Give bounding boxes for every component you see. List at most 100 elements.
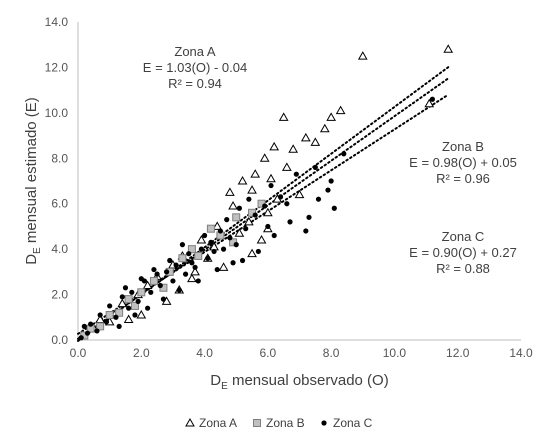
axes: 0.0 2.0 4.0 6.0 8.0 10.0 12.0 14.0 0.0 2.0 4.0 6.0 8…: [45, 15, 533, 360]
point-zona-b: [232, 213, 241, 222]
point-zona-a: [218, 262, 229, 271]
point-zona-c: [138, 276, 144, 282]
annotation-line: E = 1.03(O) - 0.04: [143, 60, 247, 75]
point-zona-c: [84, 330, 91, 336]
point-zona-b: [105, 311, 114, 320]
point-zona-c: [208, 239, 214, 245]
point-zona-b: [187, 245, 196, 254]
annotation-line: Zona C: [442, 229, 485, 244]
point-zona-c: [211, 248, 217, 255]
point-zona-c: [214, 266, 220, 273]
trendline-zona-b: [77, 77, 450, 340]
point-zona-c: [198, 246, 205, 252]
point-zona-c: [293, 171, 299, 177]
point-zona-a: [212, 221, 223, 230]
point-zona-c: [252, 212, 258, 218]
legend-marker: [321, 420, 327, 426]
y-tick-label: 10.0: [45, 106, 69, 120]
legend-label: Zona C: [333, 416, 373, 430]
point-zona-c: [243, 226, 249, 232]
point-zona-c: [164, 269, 170, 275]
x-tick-label: 12.0: [446, 346, 470, 360]
data-points: [78, 44, 454, 341]
legend-entry-zona-c: Zona C: [321, 416, 373, 430]
point-zona-c: [119, 294, 125, 300]
y-tick-label: 2.0: [51, 288, 68, 302]
point-zona-c: [325, 187, 331, 193]
x-tick-label: 8.0: [323, 346, 340, 360]
point-zona-a: [228, 200, 238, 210]
y-tick-label: 0.0: [51, 333, 68, 347]
point-zona-c: [132, 312, 138, 318]
point-zona-c: [167, 257, 173, 264]
point-zona-a: [288, 144, 299, 153]
point-zona-c: [315, 196, 322, 202]
point-zona-c: [148, 289, 154, 295]
point-zona-a: [117, 298, 128, 308]
point-zona-c: [94, 328, 100, 334]
point-zona-b: [149, 276, 158, 285]
point-zona-c: [97, 312, 103, 318]
x-tick-label: 2.0: [133, 346, 150, 360]
point-zona-c: [135, 298, 141, 304]
point-zona-c: [145, 305, 151, 311]
point-zona-a: [244, 216, 254, 226]
annotation-line: R² = 0.94: [168, 76, 222, 91]
point-zona-c: [205, 255, 211, 261]
y-axis-title: DE mensual estimado (E): [23, 97, 43, 265]
annotation-line: E = 0.98(O) + 0.05: [409, 155, 517, 170]
point-zona-a: [259, 153, 270, 162]
point-zona-a: [123, 314, 134, 324]
point-zona-c: [312, 164, 318, 170]
x-tick-label: 0.0: [70, 346, 87, 360]
point-zona-b: [124, 295, 133, 304]
point-zona-c: [122, 285, 129, 291]
point-zona-a: [234, 228, 245, 237]
point-zona-c: [157, 282, 163, 289]
point-zona-a: [250, 169, 261, 178]
point-zona-c: [287, 219, 293, 225]
point-zona-a: [225, 187, 235, 196]
point-zona-b: [137, 288, 146, 297]
point-zona-a: [335, 105, 346, 115]
point-zona-a: [237, 175, 248, 185]
point-zona-c: [224, 217, 230, 223]
point-zona-a: [424, 98, 435, 108]
x-tick-label: 14.0: [509, 346, 533, 360]
point-zona-c: [217, 228, 223, 234]
point-zona-c: [107, 303, 113, 309]
point-zona-c: [284, 201, 290, 207]
point-zona-c: [236, 205, 242, 211]
legend-entry-zona-b: Zona B: [253, 416, 305, 430]
point-zona-a: [278, 112, 289, 121]
point-zona-c: [81, 323, 87, 329]
legend-marker: [253, 419, 261, 427]
point-zona-b: [206, 224, 215, 233]
point-zona-c: [255, 248, 261, 255]
point-zona-a: [190, 266, 200, 276]
point-zona-c: [129, 289, 135, 295]
point-zona-a: [269, 141, 280, 151]
point-zona-a: [256, 235, 267, 244]
point-zona-c: [262, 203, 268, 209]
legend: Zona A Zona B Zona C: [185, 416, 373, 430]
point-zona-a: [310, 137, 321, 146]
point-zona-a: [247, 248, 257, 258]
y-tick-label: 8.0: [51, 151, 68, 165]
x-tick-label: 4.0: [196, 346, 213, 360]
point-zona-a: [326, 112, 337, 121]
point-zona-b: [178, 254, 187, 263]
point-zona-b: [130, 301, 139, 310]
point-zona-c: [160, 296, 167, 302]
y-tick-label: 14.0: [45, 15, 69, 29]
point-zona-a: [266, 173, 276, 183]
point-zona-a: [294, 189, 305, 199]
point-zona-c: [239, 257, 246, 264]
point-zona-c: [182, 271, 189, 277]
legend-label: Zona B: [266, 416, 305, 430]
point-zona-c: [268, 182, 274, 189]
point-zona-c: [429, 96, 435, 102]
point-zona-a: [247, 185, 257, 194]
point-zona-c: [78, 335, 84, 341]
